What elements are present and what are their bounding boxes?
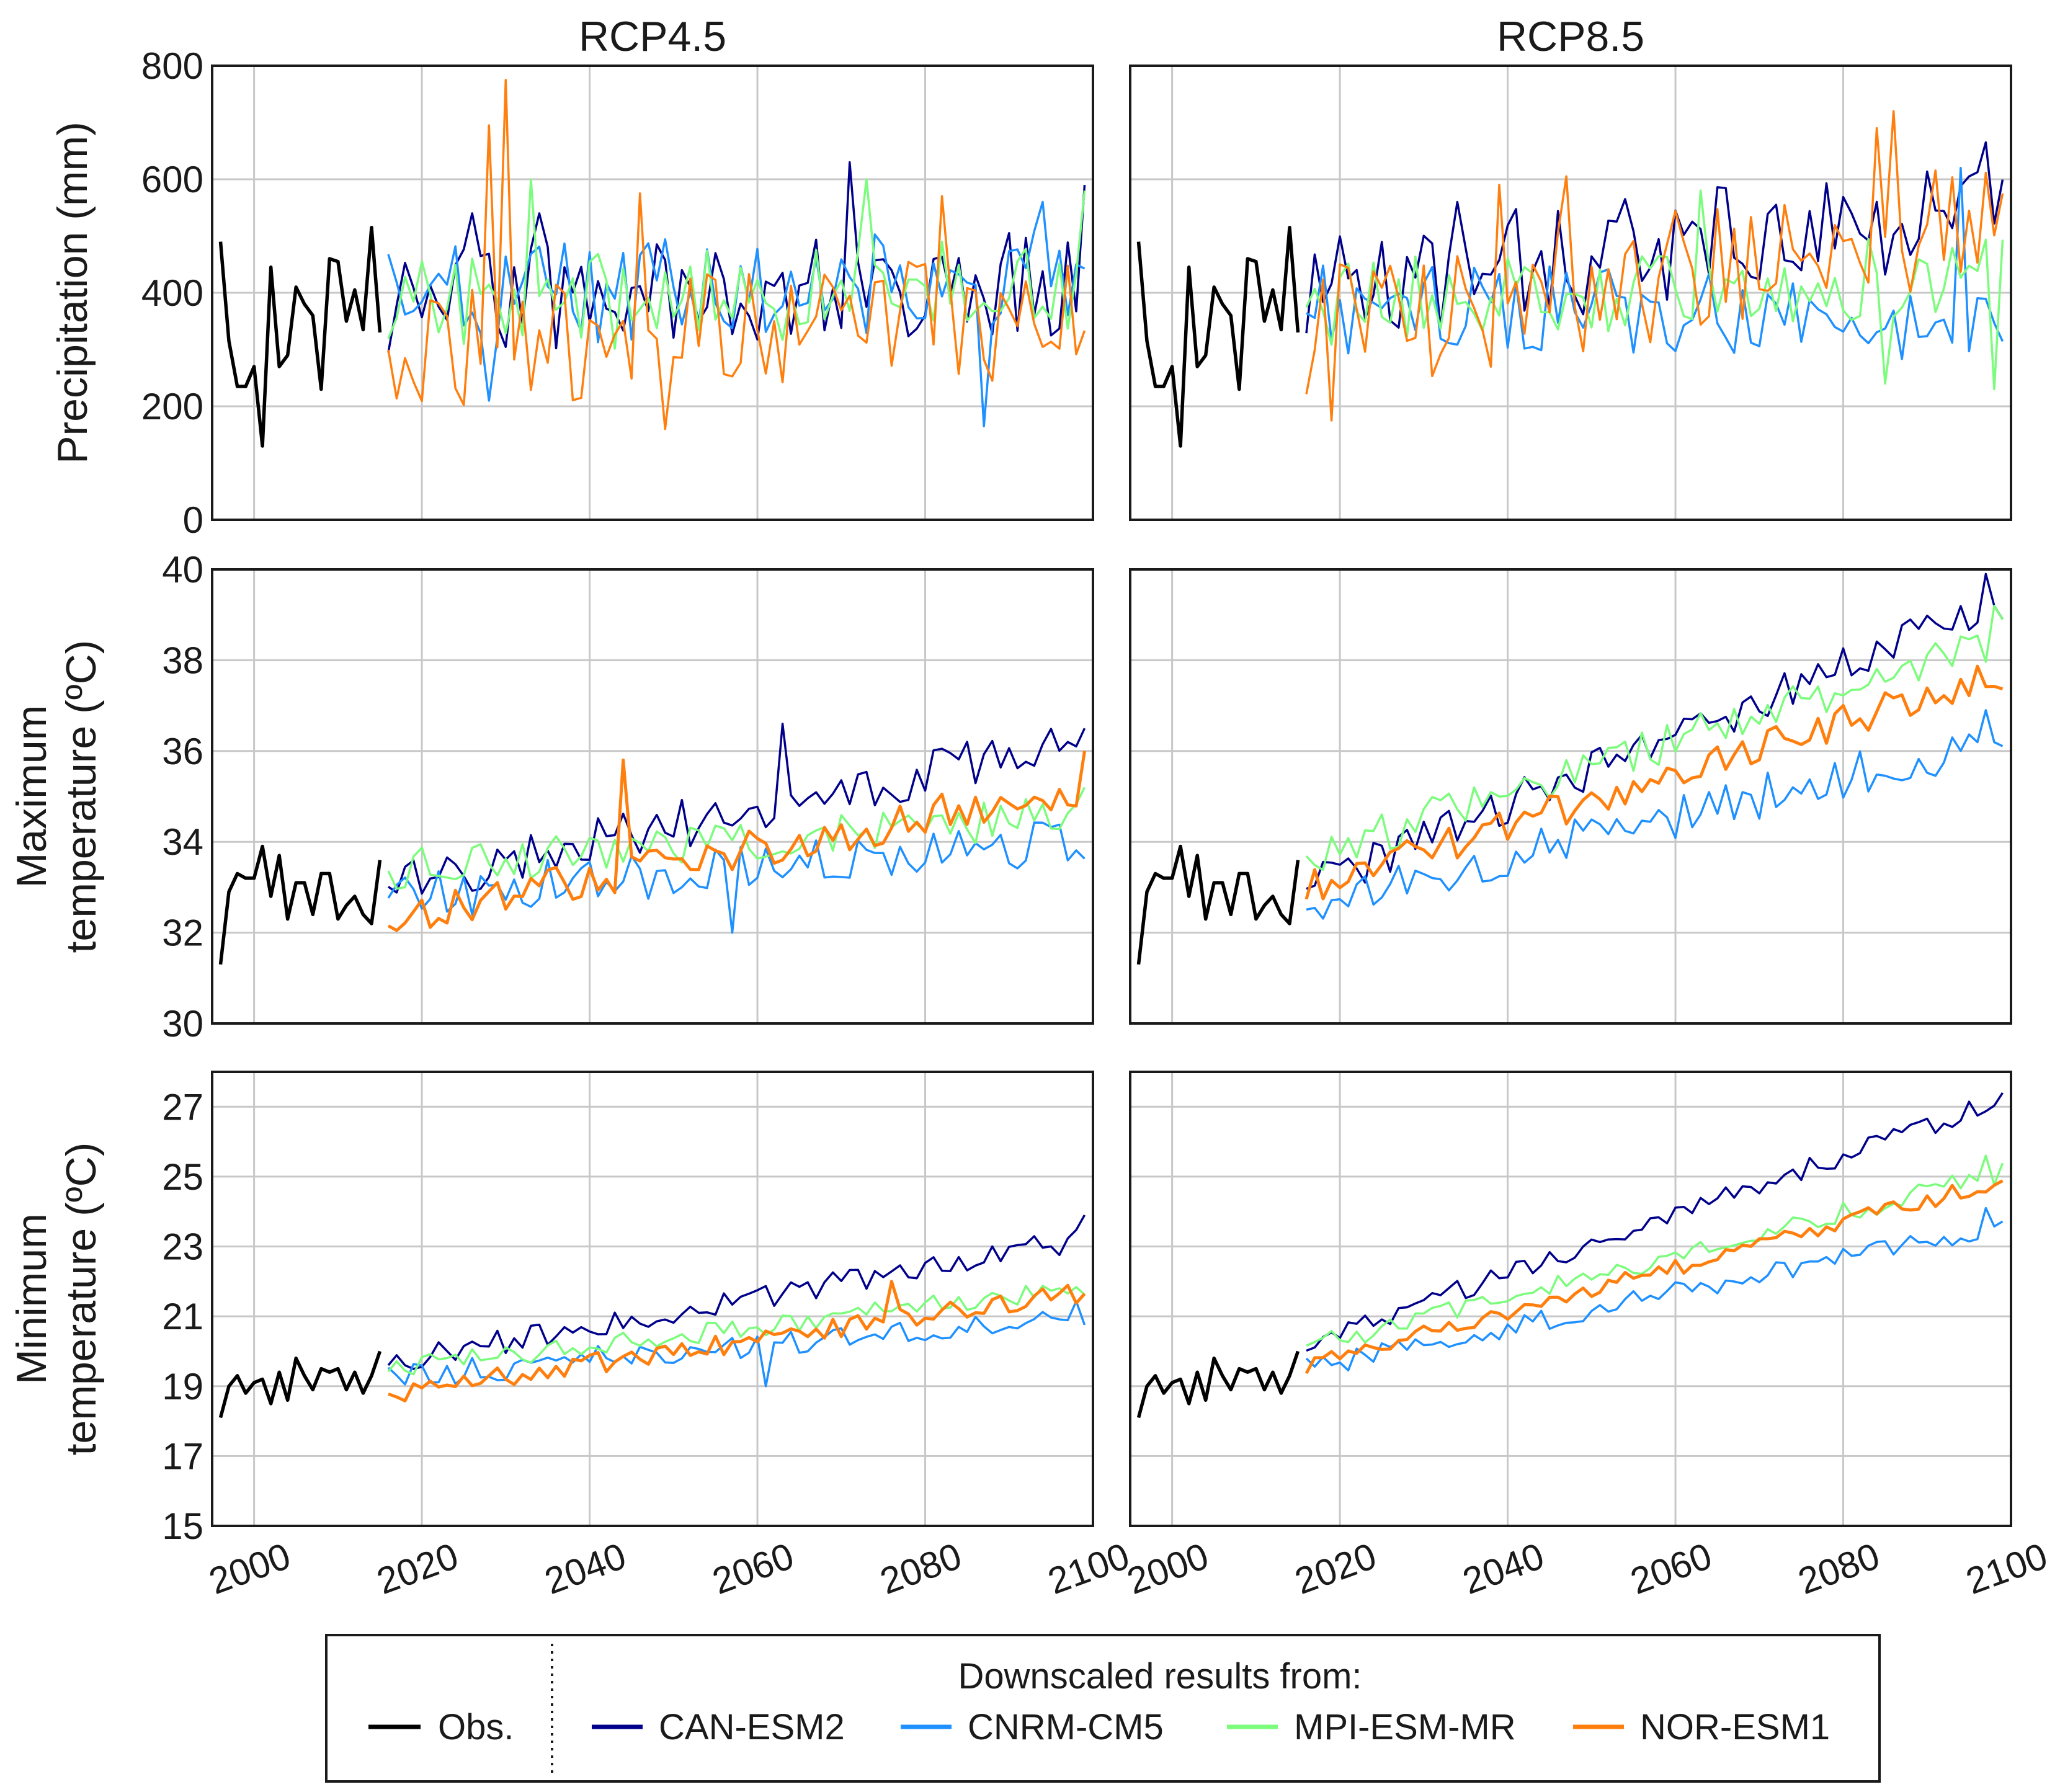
xtick-label: 2040 bbox=[1457, 1535, 1549, 1602]
ytick-label: 800 bbox=[141, 45, 203, 87]
legend-label-cnrm-cm5: CNRM-CM5 bbox=[968, 1707, 1164, 1747]
panel-tmin-rcp45: 15 17 19 21 23 25 27 2000 2020 2040 2060 2080 2100 bbox=[162, 1071, 1135, 1602]
series-mpi-esm-mr bbox=[387, 787, 1086, 890]
panel-precip-rcp85 bbox=[1129, 65, 2012, 521]
series-mpi-esm-mr bbox=[1306, 1154, 2004, 1347]
series-nor-esm1 bbox=[387, 751, 1086, 932]
series-mpi-esm-mr bbox=[1305, 604, 2004, 871]
legend-label-nor-esm1: NOR-ESM1 bbox=[1640, 1707, 1830, 1747]
panel-frame bbox=[211, 65, 1094, 521]
series-can-esm2 bbox=[1305, 141, 2004, 334]
ytick-label: 21 bbox=[162, 1296, 203, 1337]
legend-label-obs: Obs. bbox=[438, 1707, 514, 1747]
ylabel-precip: Precipitation (mm) bbox=[49, 122, 96, 464]
ylabel-line: temperature (ºC) bbox=[58, 640, 105, 953]
ytick-label: 23 bbox=[162, 1226, 203, 1268]
legend-title: Downscaled results from: bbox=[958, 1656, 1362, 1696]
panel-frame bbox=[211, 1071, 1094, 1527]
panel-tmax-rcp45: 30 32 34 36 38 40 bbox=[162, 549, 1094, 1045]
series-obs bbox=[1136, 1350, 1300, 1419]
series-obs bbox=[218, 226, 382, 448]
series-mpi-esm-mr bbox=[387, 1285, 1086, 1376]
ylabel-line: Precipitation (mm) bbox=[49, 122, 96, 464]
panel-tmax-rcp85 bbox=[1129, 568, 2012, 1025]
xtick-label: 2000 bbox=[1121, 1535, 1213, 1602]
column-title-rcp45: RCP4.5 bbox=[579, 13, 726, 60]
ytick-label: 36 bbox=[162, 731, 203, 772]
series-can-esm2 bbox=[387, 161, 1086, 353]
series-nor-esm1 bbox=[1304, 664, 2004, 901]
series-can-esm2 bbox=[1306, 573, 2004, 890]
series-obs bbox=[1136, 226, 1300, 448]
series-nor-esm1 bbox=[388, 1280, 1086, 1402]
xtick-label: 2100 bbox=[1961, 1535, 2053, 1602]
ylabel-line: Maximum bbox=[8, 705, 55, 888]
series-nor-esm1 bbox=[387, 79, 1086, 430]
ytick-label: 27 bbox=[162, 1086, 203, 1128]
ytick-label: 30 bbox=[162, 1003, 203, 1045]
ytick-label: 17 bbox=[162, 1435, 203, 1477]
ytick-label: 25 bbox=[162, 1156, 203, 1198]
series-group bbox=[1136, 573, 2004, 965]
series-can-esm2 bbox=[388, 723, 1086, 895]
series-group bbox=[218, 79, 1086, 448]
xtick-label: 2080 bbox=[875, 1535, 966, 1602]
panels: RCP4.5 RCP8.5 Precipitation (mm) 0 200 400 600… bbox=[8, 13, 2053, 1602]
ytick-label: 38 bbox=[162, 640, 203, 681]
xtick-label: 2060 bbox=[707, 1535, 799, 1602]
series-mpi-esm-mr bbox=[387, 178, 1086, 350]
column-title-rcp85: RCP8.5 bbox=[1497, 13, 1644, 60]
legend-label-can-esm2: CAN-ESM2 bbox=[659, 1707, 845, 1747]
ylabel-line: temperature (ºC) bbox=[58, 1143, 105, 1456]
ytick-label: 34 bbox=[162, 821, 203, 863]
legend-box bbox=[325, 1634, 1881, 1783]
ytick-label: 40 bbox=[162, 549, 203, 591]
ylabel-tmin: Minimumtemperature (ºC) bbox=[8, 1143, 105, 1456]
series-group bbox=[218, 723, 1086, 965]
ytick-label: 0 bbox=[183, 499, 203, 541]
xtick-label: 2000 bbox=[203, 1535, 295, 1602]
legend: Downscaled results from: Obs. CAN-ESM2 CNRM… bbox=[325, 1634, 1881, 1783]
xtick-label: 2040 bbox=[539, 1535, 631, 1602]
series-group bbox=[1136, 110, 2004, 448]
ylabel-line: Minimum bbox=[8, 1213, 55, 1384]
xtick-label: 2020 bbox=[1290, 1535, 1381, 1602]
series-nor-esm1 bbox=[1305, 110, 2004, 422]
panel-tmin-rcp85: 2000 2020 2040 2060 2080 2100 bbox=[1121, 1071, 2053, 1602]
panel-frame bbox=[1129, 65, 2012, 521]
panel-frame bbox=[1129, 1071, 2012, 1527]
series-cnrm-cm5 bbox=[1306, 709, 2004, 920]
legend-label-mpi-esm-mr: MPI-ESM-MR bbox=[1294, 1707, 1516, 1747]
xtick-label: 2080 bbox=[1793, 1535, 1884, 1602]
series-cnrm-cm5 bbox=[387, 821, 1086, 934]
series-obs bbox=[1136, 844, 1300, 965]
series-obs bbox=[218, 1350, 382, 1419]
series-obs bbox=[218, 844, 382, 965]
series-mpi-esm-mr bbox=[1305, 189, 2004, 391]
ytick-label: 19 bbox=[162, 1366, 203, 1407]
xtick-label: 2100 bbox=[1043, 1535, 1135, 1602]
panel-precip-rcp45: 0 200 400 600 800 bbox=[141, 45, 1094, 541]
ytick-label: 200 bbox=[141, 386, 203, 427]
series-group bbox=[1136, 1092, 2004, 1419]
series-group bbox=[218, 1215, 1086, 1419]
xtick-label: 2020 bbox=[372, 1535, 463, 1602]
ylabel-tmax: Maximumtemperature (ºC) bbox=[8, 640, 105, 953]
series-can-esm2 bbox=[1306, 1092, 2004, 1352]
ytick-label: 15 bbox=[162, 1505, 203, 1547]
panel-frame bbox=[1129, 568, 2012, 1025]
ytick-label: 600 bbox=[141, 159, 203, 200]
ytick-label: 400 bbox=[141, 272, 203, 314]
series-cnrm-cm5 bbox=[1305, 1206, 2004, 1371]
xtick-label: 2060 bbox=[1625, 1535, 1717, 1602]
ytick-label: 32 bbox=[162, 912, 203, 954]
series-nor-esm1 bbox=[1304, 1179, 2004, 1375]
panel-frame bbox=[211, 568, 1094, 1025]
